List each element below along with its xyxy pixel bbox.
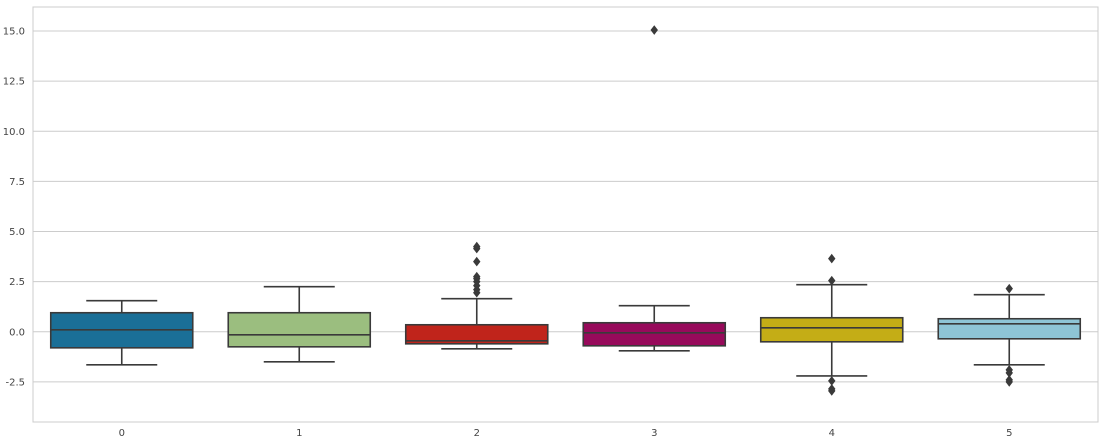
- plot-frame: [32, 6, 1099, 423]
- gridlines: [33, 30, 1098, 383]
- y-tick-label: 7.5: [9, 177, 25, 188]
- x-tick-label: 0: [119, 428, 125, 439]
- outlier-point: [473, 256, 481, 267]
- box-group-5: [937, 283, 1082, 387]
- box-group-3: [582, 25, 727, 352]
- box-group-1: [227, 285, 372, 363]
- box-iqr: [759, 316, 904, 343]
- boxes: [49, 25, 1082, 396]
- x-tick-label: 3: [651, 428, 657, 439]
- x-tick-label: 5: [1006, 428, 1012, 439]
- outlier-point: [828, 386, 836, 396]
- y-tick-label: 10.0: [3, 127, 25, 138]
- outlier-point: [828, 275, 836, 286]
- y-tick-labels: -2.5 0.0 2.5 5.0 7.5 10.0 12.5 15.0: [3, 27, 25, 389]
- box-group-4: [759, 253, 904, 396]
- outlier-point: [473, 241, 481, 252]
- x-tick-label: 1: [296, 428, 302, 439]
- box-iqr: [227, 311, 372, 348]
- outlier-point: [828, 253, 836, 264]
- box-iqr: [404, 323, 549, 345]
- y-tick-label: -2.5: [5, 377, 25, 388]
- outlier-point: [473, 271, 481, 282]
- box-group-2: [404, 241, 549, 350]
- x-tick-labels: 0 1 2 3 4 5: [119, 428, 1013, 439]
- x-tick-label: 2: [474, 428, 480, 439]
- outlier-point: [650, 25, 658, 35]
- box-group-0: [49, 299, 194, 366]
- y-tick-label: 5.0: [9, 227, 25, 238]
- y-tick-label: 15.0: [3, 27, 25, 38]
- y-tick-label: 2.5: [9, 277, 25, 288]
- x-tick-label: 4: [829, 428, 835, 439]
- box-iqr: [937, 317, 1082, 340]
- y-tick-label: 0.0: [9, 327, 25, 338]
- outlier-point: [1005, 377, 1013, 387]
- box-iqr: [582, 321, 727, 347]
- y-tick-label: 12.5: [3, 77, 25, 88]
- outlier-point: [1005, 283, 1013, 294]
